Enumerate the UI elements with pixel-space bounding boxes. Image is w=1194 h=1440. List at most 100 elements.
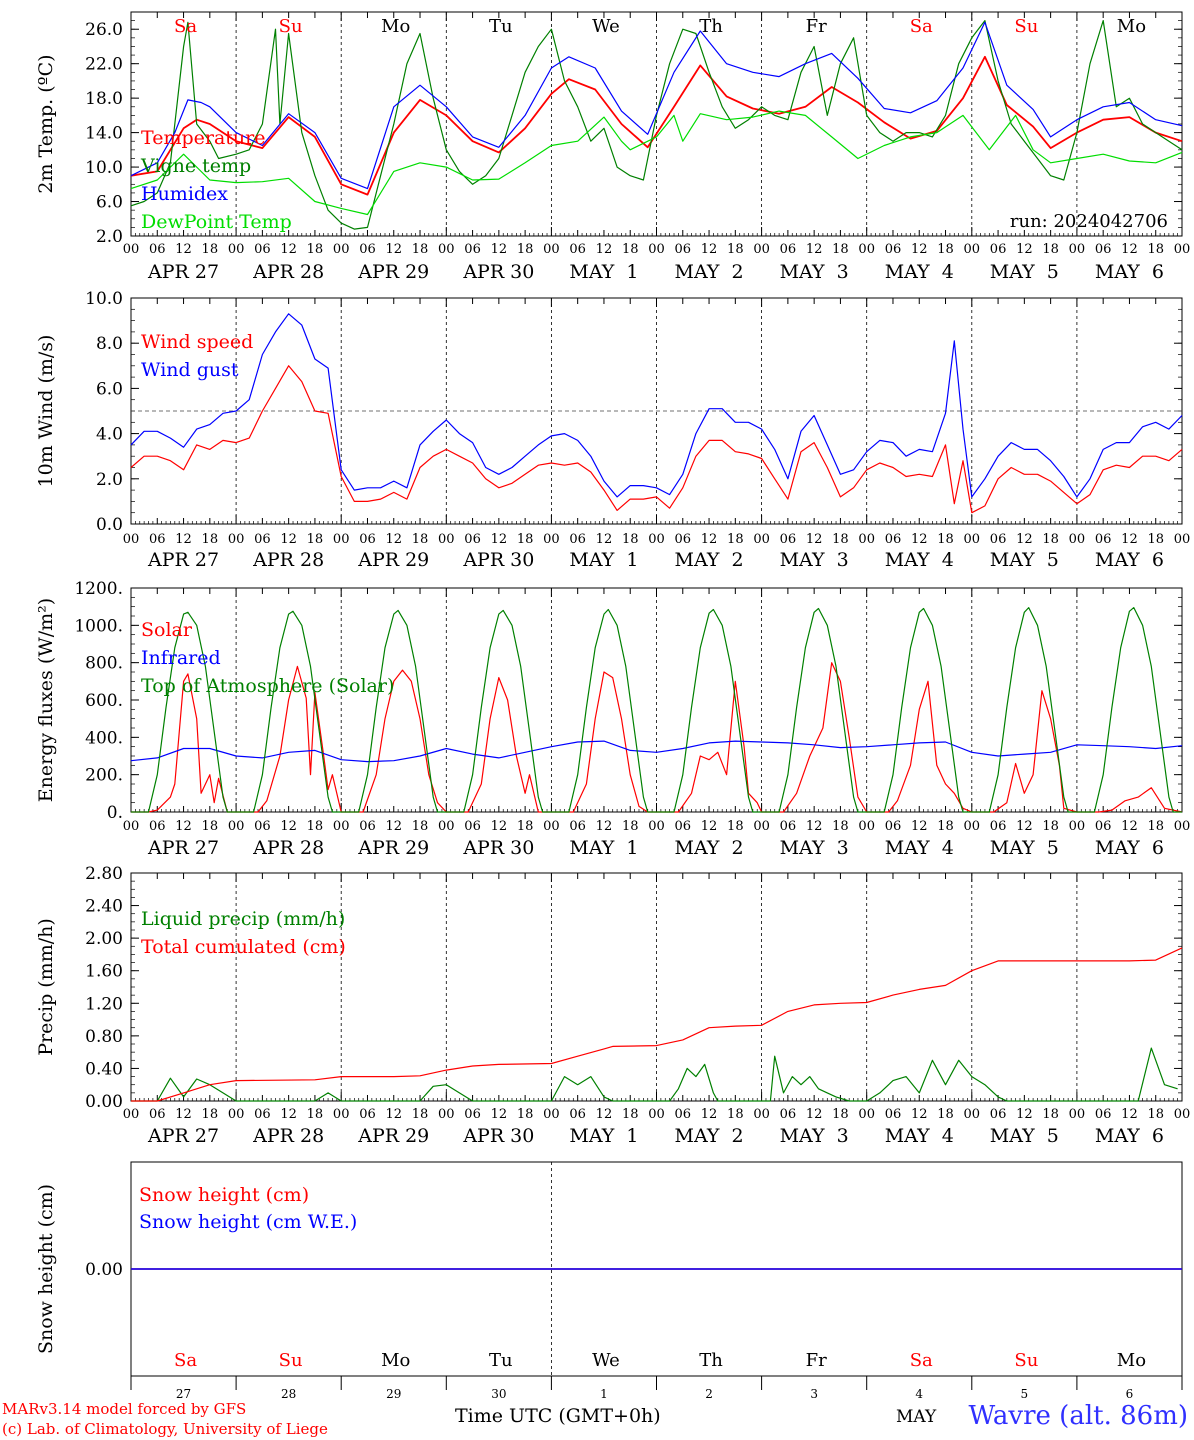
panel-snow: 0.00 Snow height (cm) Snow height (cm) Snow… (35, 1161, 1183, 1401)
hour-tick-label: 18 (412, 819, 429, 834)
y-axis-label: 2m Temp. (ºC) (35, 54, 57, 193)
date-label: APR 30 (462, 549, 534, 571)
series-line-wind-gust (130, 313, 1183, 498)
hour-tick-label: 18 (937, 1107, 954, 1122)
legend-entry: Snow height (cm W.E.) (139, 1211, 357, 1233)
hour-tick-label: 12 (701, 242, 718, 257)
hour-tick-label: 18 (1147, 1107, 1164, 1122)
hour-tick-label: 18 (412, 532, 429, 547)
hour-tick-label: 18 (622, 242, 639, 257)
date-label: MAY 2 (674, 837, 743, 859)
day-name: Mo (381, 16, 410, 37)
day-name: Mo (381, 1350, 410, 1371)
hour-tick-label: 00 (543, 242, 560, 257)
plot-frame (130, 11, 1183, 237)
hour-tick-label: 18 (202, 532, 219, 547)
hour-tick-label: 12 (175, 1107, 192, 1122)
hour-tick-label: 06 (149, 532, 166, 547)
hour-tick-label: 18 (727, 242, 744, 257)
series-line-dewpoint-temp (130, 110, 1183, 216)
day-name: Tu (489, 1350, 513, 1371)
hour-tick-label: 00 (543, 1107, 560, 1122)
y-tick-label: 1.60 (85, 962, 123, 982)
y-tick-label: 0.0 (96, 515, 123, 535)
hour-tick-label: 18 (412, 1107, 429, 1122)
hour-tick-label: 12 (701, 1107, 718, 1122)
legend-entry: Infrared (141, 647, 221, 669)
hour-tick-label: 18 (307, 1107, 324, 1122)
y-tick-label: 1.20 (85, 994, 123, 1014)
legend-entry: Wind speed (141, 331, 253, 353)
hour-tick-label: 06 (675, 532, 692, 547)
hour-tick-label: 12 (1121, 819, 1138, 834)
hour-tick-label: 06 (359, 819, 376, 834)
y-tick-label: 2.40 (85, 897, 123, 917)
date-label: MAY 6 (1095, 837, 1164, 859)
hour-tick-label: 06 (149, 1107, 166, 1122)
date-label: APR 27 (147, 261, 219, 283)
hour-tick-label: 18 (202, 1107, 219, 1122)
hour-tick-label: 06 (149, 242, 166, 257)
series-line-total-cumulated-cm- (131, 947, 1183, 1102)
hour-tick-label: 18 (832, 242, 849, 257)
hour-tick-label: 00 (753, 819, 770, 834)
hour-tick-label: 00 (753, 532, 770, 547)
hour-tick-label: 12 (806, 532, 823, 547)
hour-tick-label: 12 (175, 242, 192, 257)
date-label: APR 28 (252, 549, 324, 571)
hour-tick-label: 00 (1174, 532, 1191, 547)
y-tick-label: 2.00 (85, 929, 123, 949)
date-label: APR 30 (462, 1125, 534, 1147)
hour-tick-label: 12 (911, 532, 928, 547)
hour-tick-label: 18 (832, 532, 849, 547)
hour-tick-label: 12 (806, 819, 823, 834)
hour-tick-label: 18 (937, 242, 954, 257)
hour-tick-label: 00 (1174, 1107, 1191, 1122)
hour-tick-label: 18 (307, 819, 324, 834)
hour-tick-label: 12 (596, 1107, 613, 1122)
y-tick-label: 2.0 (96, 227, 123, 247)
hour-tick-label: 06 (254, 819, 271, 834)
date-label: APR 29 (357, 1125, 429, 1147)
day-name: Su (1014, 16, 1038, 37)
hour-tick-label: 06 (359, 242, 376, 257)
hour-tick-label: 12 (491, 1107, 508, 1122)
hour-tick-label: 06 (675, 242, 692, 257)
hour-tick-label: 18 (307, 242, 324, 257)
hour-tick-label: 12 (385, 1107, 402, 1122)
hour-tick-label: 06 (990, 532, 1007, 547)
hour-tick-label: 06 (990, 1107, 1007, 1122)
hour-tick-label: 18 (517, 819, 534, 834)
hour-tick-label: 00 (123, 819, 140, 834)
hour-tick-label: 18 (307, 532, 324, 547)
hour-tick-label: 06 (569, 1107, 586, 1122)
hour-tick-label: 18 (517, 242, 534, 257)
date-label: APR 29 (357, 549, 429, 571)
panel-temperature: 00 06 12 18 00 06 12 18 00 06 12 18 00 06 12 18 00 06 12 18… (35, 11, 1191, 283)
legend-entry: Snow height (cm) (139, 1184, 309, 1206)
date-label: MAY 6 (1095, 549, 1164, 571)
hour-tick-label: 00 (1174, 242, 1191, 257)
hour-tick-label: 18 (937, 532, 954, 547)
y-tick-label: 14.0 (85, 124, 123, 144)
hour-tick-label: 00 (964, 242, 981, 257)
hour-tick-label: 12 (1016, 242, 1033, 257)
hour-tick-label: 12 (596, 532, 613, 547)
day-name: Sa (174, 16, 197, 37)
hour-tick-label: 18 (727, 819, 744, 834)
date-label: APR 28 (252, 261, 324, 283)
day-name: We (592, 16, 620, 37)
y-tick-label: 10.0 (85, 289, 123, 309)
date-label: MAY 5 (990, 549, 1059, 571)
hour-tick-label: 12 (1016, 532, 1033, 547)
hour-tick-label: 06 (990, 819, 1007, 834)
date-label: APR 29 (357, 261, 429, 283)
series-line-liquid-precip-mm-h- (131, 1047, 1178, 1102)
hour-tick-label: 06 (569, 532, 586, 547)
day-name: Sa (910, 1350, 933, 1371)
bottom-day-number: 2 (705, 1387, 713, 1401)
hour-tick-label: 12 (1121, 242, 1138, 257)
hour-tick-label: 06 (1095, 242, 1112, 257)
hour-tick-label: 00 (438, 819, 455, 834)
date-label: APR 27 (147, 837, 219, 859)
